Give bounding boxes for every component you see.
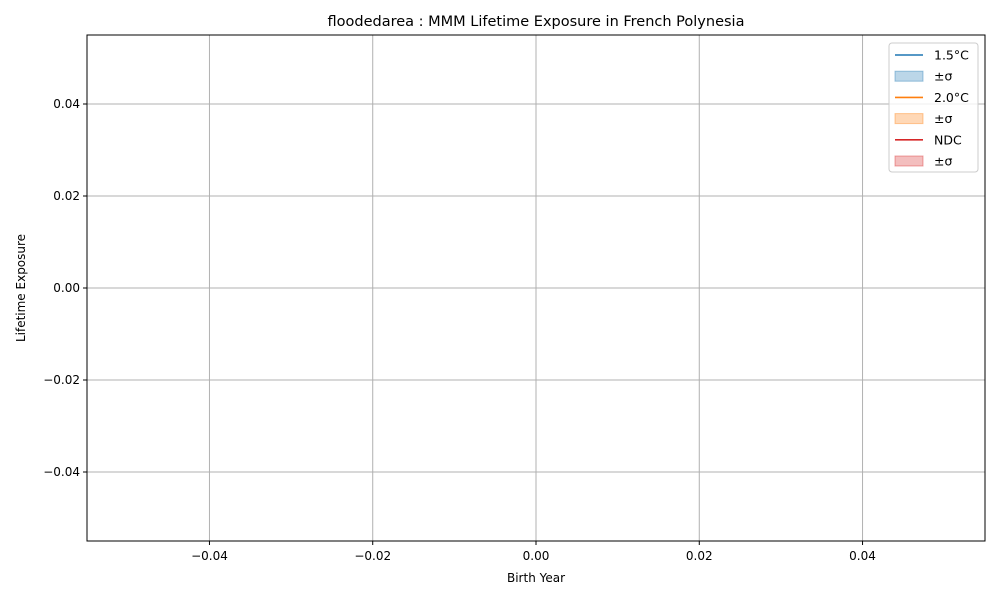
legend-label: ±σ	[934, 154, 952, 169]
x-axis-ticks: −0.04 −0.02 0.00 0.02 0.04	[191, 541, 876, 563]
y-axis-ticks: 0.04 0.02 0.00 −0.02 −0.04	[43, 97, 87, 479]
x-tick-label: 0.00	[523, 549, 550, 563]
y-tick-label: −0.02	[43, 373, 80, 387]
legend-label: 1.5°C	[934, 48, 969, 63]
x-tick-label: 0.04	[849, 549, 876, 563]
legend-label: ±σ	[934, 111, 952, 126]
y-tick-label: 0.02	[53, 189, 80, 203]
x-tick-label: −0.04	[191, 549, 228, 563]
grid	[87, 35, 985, 541]
chart-title: floodedarea : MMM Lifetime Exposure in F…	[328, 14, 745, 30]
legend-band-swatch	[894, 70, 924, 82]
y-tick-label: 0.04	[53, 97, 80, 111]
legend-label: NDC	[934, 132, 962, 147]
y-tick-label: 0.00	[53, 281, 80, 295]
y-tick-label: −0.04	[43, 465, 80, 479]
legend-label: ±σ	[934, 69, 952, 84]
legend-band-swatch	[894, 113, 924, 125]
x-axis-label: Birth Year	[507, 571, 565, 585]
x-tick-label: −0.02	[354, 549, 391, 563]
y-axis-label: Lifetime Exposure	[14, 234, 28, 342]
x-tick-label: 0.02	[686, 549, 713, 563]
legend-label: 2.0°C	[934, 90, 969, 105]
legend-band-swatch	[894, 155, 924, 167]
legend: 1.5°C ±σ 2.0°C ±σ NDC ±σ	[888, 42, 979, 173]
